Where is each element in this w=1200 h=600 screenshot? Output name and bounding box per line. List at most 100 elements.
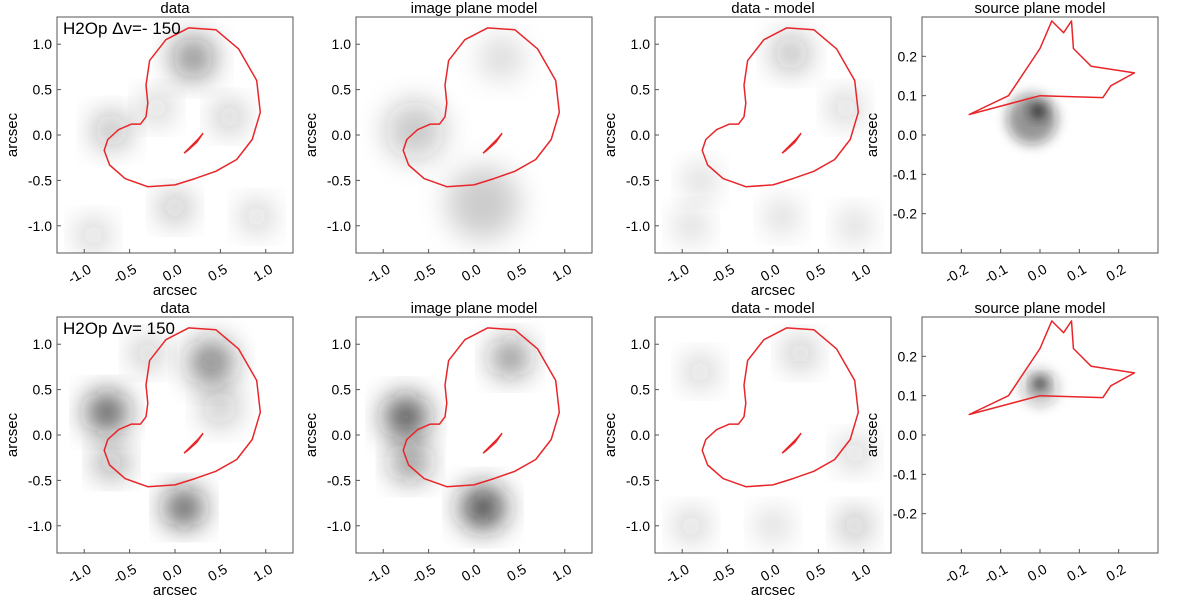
y-tick-label: 0.5 bbox=[332, 82, 352, 98]
x-tick-label: 0.0 bbox=[160, 261, 185, 285]
x-tick-label: -0.5 bbox=[708, 261, 737, 287]
y-tick-label: 1.0 bbox=[33, 336, 53, 352]
x-tick-label: 0.2 bbox=[1103, 261, 1128, 285]
x-axis-label: arcsec bbox=[751, 282, 796, 299]
plot-background bbox=[922, 317, 1158, 553]
heatmap-area bbox=[922, 17, 1158, 253]
heatmap-area bbox=[356, 317, 592, 553]
critical-curve-outer bbox=[402, 327, 561, 488]
panel-title: data - model bbox=[731, 300, 814, 317]
row-annotation: H2Op Δv=- 150 bbox=[63, 19, 181, 38]
y-tick-label: -1.0 bbox=[327, 218, 351, 234]
emission-blob bbox=[676, 211, 706, 241]
x-tick-label: -0.2 bbox=[942, 261, 971, 287]
x-tick-label: 1.0 bbox=[848, 261, 873, 285]
x-axis-label: arcsec bbox=[153, 582, 198, 599]
panel-title: image plane model bbox=[411, 300, 538, 317]
y-tick-label: 1.0 bbox=[631, 336, 651, 352]
y-tick-label: -1.0 bbox=[28, 218, 52, 234]
x-tick-label: 0.5 bbox=[803, 561, 828, 585]
emission-blob bbox=[840, 511, 870, 541]
critical-curve-outer bbox=[103, 27, 262, 188]
x-tick-label: -1.0 bbox=[65, 561, 94, 587]
y-tick-label: 0.1 bbox=[898, 388, 918, 404]
x-tick-label: 0.0 bbox=[1025, 261, 1050, 285]
y-axis-label: arcsec bbox=[602, 412, 619, 457]
panel-title: data bbox=[160, 300, 190, 317]
x-tick-label: -1.0 bbox=[663, 561, 692, 587]
emission-blob bbox=[1006, 94, 1058, 145]
panel-r2c4: source plane model0.20.10.0-0.1-0.2-0.2-… bbox=[864, 300, 1159, 587]
x-tick-label: 0.5 bbox=[205, 561, 230, 585]
x-tick-label: 0.0 bbox=[459, 561, 484, 585]
y-tick-label: 0.0 bbox=[33, 127, 53, 143]
y-tick-label: 0.0 bbox=[332, 427, 352, 443]
y-tick-label: 0.5 bbox=[631, 82, 651, 98]
critical-curve-inner bbox=[482, 132, 503, 154]
emission-blob bbox=[479, 36, 524, 80]
y-tick-label: -0.2 bbox=[893, 206, 917, 222]
y-tick-label: 0.0 bbox=[332, 127, 352, 143]
heatmap-area bbox=[57, 317, 293, 553]
y-tick-label: 1.0 bbox=[332, 36, 352, 52]
emission-blob bbox=[676, 511, 706, 541]
x-tick-label: 1.0 bbox=[549, 261, 574, 285]
x-tick-label: 1.0 bbox=[250, 561, 275, 585]
x-tick-label: -0.1 bbox=[981, 261, 1010, 287]
emission-blob bbox=[166, 490, 202, 526]
y-tick-label: -0.1 bbox=[893, 466, 917, 482]
emission-blob bbox=[462, 487, 504, 528]
y-tick-label: -0.5 bbox=[28, 172, 52, 188]
y-tick-label: 0.0 bbox=[898, 127, 918, 143]
panel-r2c3: data - model 1.0 0.5 0.0 -0.5 -1.0 -1.0 -0.5 0.0… bbox=[602, 300, 892, 599]
row-annotation: H2Op Δv= 150 bbox=[63, 319, 175, 338]
x-tick-label: 0.5 bbox=[504, 261, 529, 285]
x-tick-label: 0.0 bbox=[758, 561, 783, 585]
panel-r1c4: source plane model0.20.10.0-0.1-0.2-0.2-… bbox=[864, 0, 1159, 287]
x-axis-label: arcsec bbox=[751, 582, 796, 599]
x-tick-label: 0.1 bbox=[1064, 261, 1089, 285]
y-axis-label: arcsec bbox=[303, 112, 320, 157]
x-tick-label: -1.0 bbox=[663, 261, 692, 287]
y-tick-label: 0.0 bbox=[631, 127, 651, 143]
emission-blob bbox=[96, 447, 126, 477]
heatmap-area bbox=[57, 17, 293, 253]
panel-r1c2: image plane model 1.0 0.5 0.0 -0.5 -1.0 -1.0 -0… bbox=[303, 0, 593, 287]
y-tick-label: 0.0 bbox=[631, 427, 651, 443]
panel-r1c3: data - model 1.0 0.5 0.0 -0.5 -1.0 -1.0 -0.5 0.0… bbox=[602, 0, 892, 299]
x-tick-label: -0.5 bbox=[409, 561, 438, 587]
heatmap-area bbox=[922, 317, 1158, 553]
emission-blob bbox=[94, 113, 129, 148]
emission-blob bbox=[88, 393, 126, 432]
y-axis-label: arcsec bbox=[303, 412, 320, 457]
x-tick-label: -1.0 bbox=[65, 261, 94, 287]
y-axis-label: arcsec bbox=[602, 112, 619, 157]
emission-blob bbox=[78, 220, 108, 250]
panel-r2c2: image plane model 1.0 0.5 0.0 -0.5 -1.0 -1.0 -0… bbox=[303, 300, 593, 587]
emission-blob bbox=[831, 93, 861, 123]
y-tick-label: -0.2 bbox=[893, 506, 917, 522]
emission-blob bbox=[385, 101, 445, 160]
x-tick-label: 0.5 bbox=[504, 561, 529, 585]
y-tick-label: 0.0 bbox=[33, 427, 53, 443]
emission-blob bbox=[773, 35, 809, 71]
critical-curve-outer bbox=[701, 27, 860, 188]
heatmap-area bbox=[356, 17, 592, 253]
y-tick-label: -1.0 bbox=[327, 518, 351, 534]
x-tick-label: 0.0 bbox=[758, 261, 783, 285]
y-tick-label: 0.5 bbox=[33, 82, 53, 98]
emission-blob bbox=[685, 165, 715, 195]
emission-blob bbox=[133, 338, 163, 368]
x-tick-label: 0.0 bbox=[1025, 561, 1050, 585]
y-tick-label: 0.5 bbox=[332, 382, 352, 398]
y-tick-label: 1.0 bbox=[33, 36, 53, 52]
emission-blob bbox=[172, 37, 214, 79]
x-tick-label: 0.5 bbox=[803, 261, 828, 285]
x-tick-label: 0.0 bbox=[160, 561, 185, 585]
y-tick-label: 1.0 bbox=[631, 36, 651, 52]
x-tick-label: 1.0 bbox=[848, 561, 873, 585]
y-tick-label: 0.2 bbox=[898, 48, 918, 64]
y-tick-label: 0.2 bbox=[898, 348, 918, 364]
heatmap-area bbox=[655, 317, 891, 553]
